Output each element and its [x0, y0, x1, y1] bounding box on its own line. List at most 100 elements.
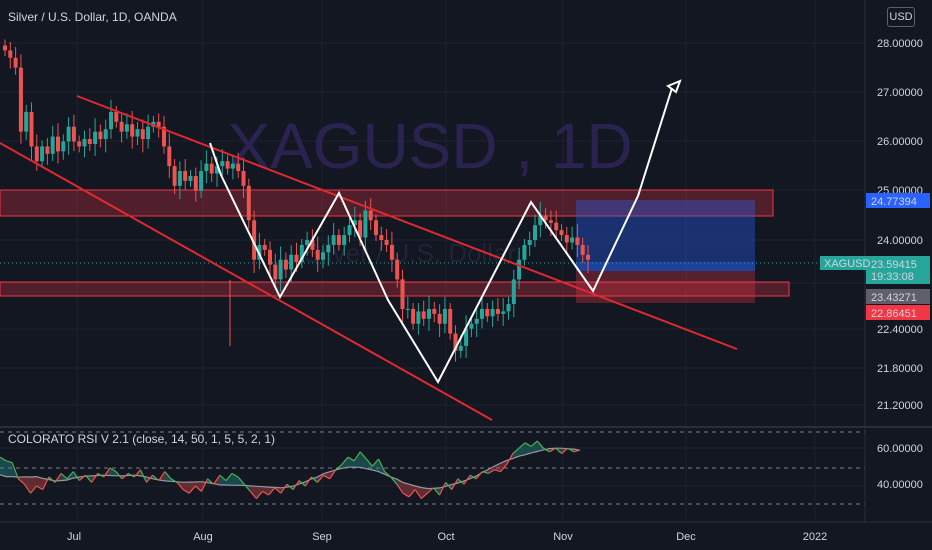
candle-body — [268, 249, 272, 265]
candle-body — [432, 308, 437, 314]
lower-channel-trendline[interactable] — [0, 142, 493, 421]
svg-text:23.59415: 23.59415 — [871, 259, 917, 271]
upper-channel-trendline[interactable] — [76, 95, 738, 350]
rsi-line-segment — [243, 483, 251, 492]
time-tick-label: Dec — [676, 531, 696, 543]
rsi-line-segment — [439, 482, 447, 496]
candle-body — [554, 222, 559, 231]
svg-text:24.77394: 24.77394 — [871, 196, 917, 208]
target-box-lower[interactable] — [576, 262, 755, 271]
rsi-line-segment — [445, 482, 453, 490]
rsi-line-segment — [78, 474, 86, 482]
candle-body — [480, 308, 484, 319]
rsi-line-segment — [408, 489, 416, 498]
time-tick-label: Aug — [193, 531, 213, 543]
rsi-line-segment — [482, 471, 489, 474]
rsi-line-segment — [158, 471, 166, 481]
double-bottom-pattern[interactable] — [209, 87, 673, 385]
candle-body — [193, 175, 198, 191]
rsi-fill — [341, 457, 348, 469]
rsi-line-segment — [549, 447, 556, 453]
candle-body — [570, 237, 575, 243]
rsi-line-segment — [72, 471, 80, 481]
grid-lines — [0, 0, 865, 522]
price-tick-label: 21.20000 — [877, 400, 923, 412]
rsi-fill — [421, 487, 428, 499]
rsi-name: COLORATO RSI V 2.1 — [8, 432, 129, 446]
rsi-fill — [195, 481, 202, 492]
svg-text:23.43271: 23.43271 — [871, 292, 917, 304]
rsi-line-segment — [500, 464, 508, 472]
candle-body — [252, 220, 257, 260]
candle-body — [93, 131, 98, 144]
time-axis[interactable]: Jul Aug Sep Oct Nov Dec 2022 — [67, 531, 827, 543]
target-price-label: 24.77394 — [866, 193, 930, 208]
candle-body — [511, 279, 516, 305]
rsi-line-segment — [262, 490, 269, 496]
candle-body — [389, 244, 394, 260]
price-tick-label: 21.80000 — [877, 363, 923, 375]
candle-body — [135, 129, 140, 137]
candle-body — [56, 136, 60, 152]
candle-body — [204, 163, 209, 172]
rsi-line-segment — [11, 462, 19, 480]
candle-body — [522, 244, 527, 260]
price-tick-label: 26.00000 — [877, 136, 923, 148]
candle-body — [103, 129, 108, 140]
rsi-fill — [30, 476, 37, 494]
candle-body — [368, 210, 373, 221]
rsi-line-segment — [310, 476, 318, 483]
price-tick-label: 22.40000 — [877, 324, 923, 336]
rsi-line-segment — [475, 471, 483, 480]
candle-body — [172, 166, 177, 186]
rsi-fill — [494, 463, 501, 472]
rsi-line-segment — [359, 451, 367, 460]
rsi-line-segment — [506, 453, 514, 465]
candle-body — [130, 124, 135, 137]
currency-button[interactable]: USD — [887, 7, 915, 27]
rsi-line-segment — [298, 480, 306, 487]
watermark-big: XAGUSD , 1D — [227, 110, 632, 182]
rsi-fill — [531, 441, 538, 453]
rsi-fill — [0, 457, 7, 477]
price-tick-label: 27.00000 — [877, 87, 923, 99]
candle-body — [162, 126, 166, 147]
price-axis[interactable]: 28.0000027.0000026.0000025.0000024.00000… — [877, 38, 923, 412]
rsi-fill — [348, 457, 355, 468]
rsi-line-segment — [543, 447, 550, 453]
rsi-line-segment — [249, 491, 257, 499]
candle-body — [421, 311, 426, 319]
candle-body — [485, 308, 490, 317]
rsi-fill — [219, 475, 226, 486]
candle-body — [299, 244, 304, 263]
candle-body — [273, 264, 278, 280]
resistance-zone[interactable] — [0, 189, 774, 217]
candle-body — [331, 235, 336, 245]
rsi-indicator-title[interactable]: COLORATO RSI V 2.1 (close, 14, 50, 1, 5,… — [8, 432, 275, 446]
rsi-line-segment — [426, 487, 434, 494]
rsi-line-segment — [292, 480, 300, 490]
candle-body — [474, 318, 479, 324]
rsi-line-segment — [414, 489, 422, 499]
candle-body — [395, 259, 400, 280]
candle-body — [586, 254, 590, 260]
candle-body — [146, 126, 151, 140]
candle-body — [448, 308, 453, 334]
candle-body — [24, 111, 29, 132]
candle-body — [490, 308, 495, 317]
rsi-line-segment — [353, 451, 361, 462]
candle-body — [262, 244, 267, 250]
candle-body — [215, 166, 219, 174]
candle-body — [124, 124, 129, 132]
rsi-line-segment — [420, 492, 428, 500]
candle-body — [289, 254, 294, 270]
target-box-upper[interactable] — [576, 200, 755, 262]
rsi-line-segment — [396, 483, 404, 494]
rsi-line-segment — [219, 474, 227, 482]
candle-body — [246, 185, 251, 221]
symbol-title[interactable]: Silver / U.S. Dollar, 1D, OANDA — [8, 10, 177, 24]
rsi-line-segment — [371, 458, 379, 467]
candle-body — [347, 225, 352, 236]
candle-body — [495, 308, 500, 314]
